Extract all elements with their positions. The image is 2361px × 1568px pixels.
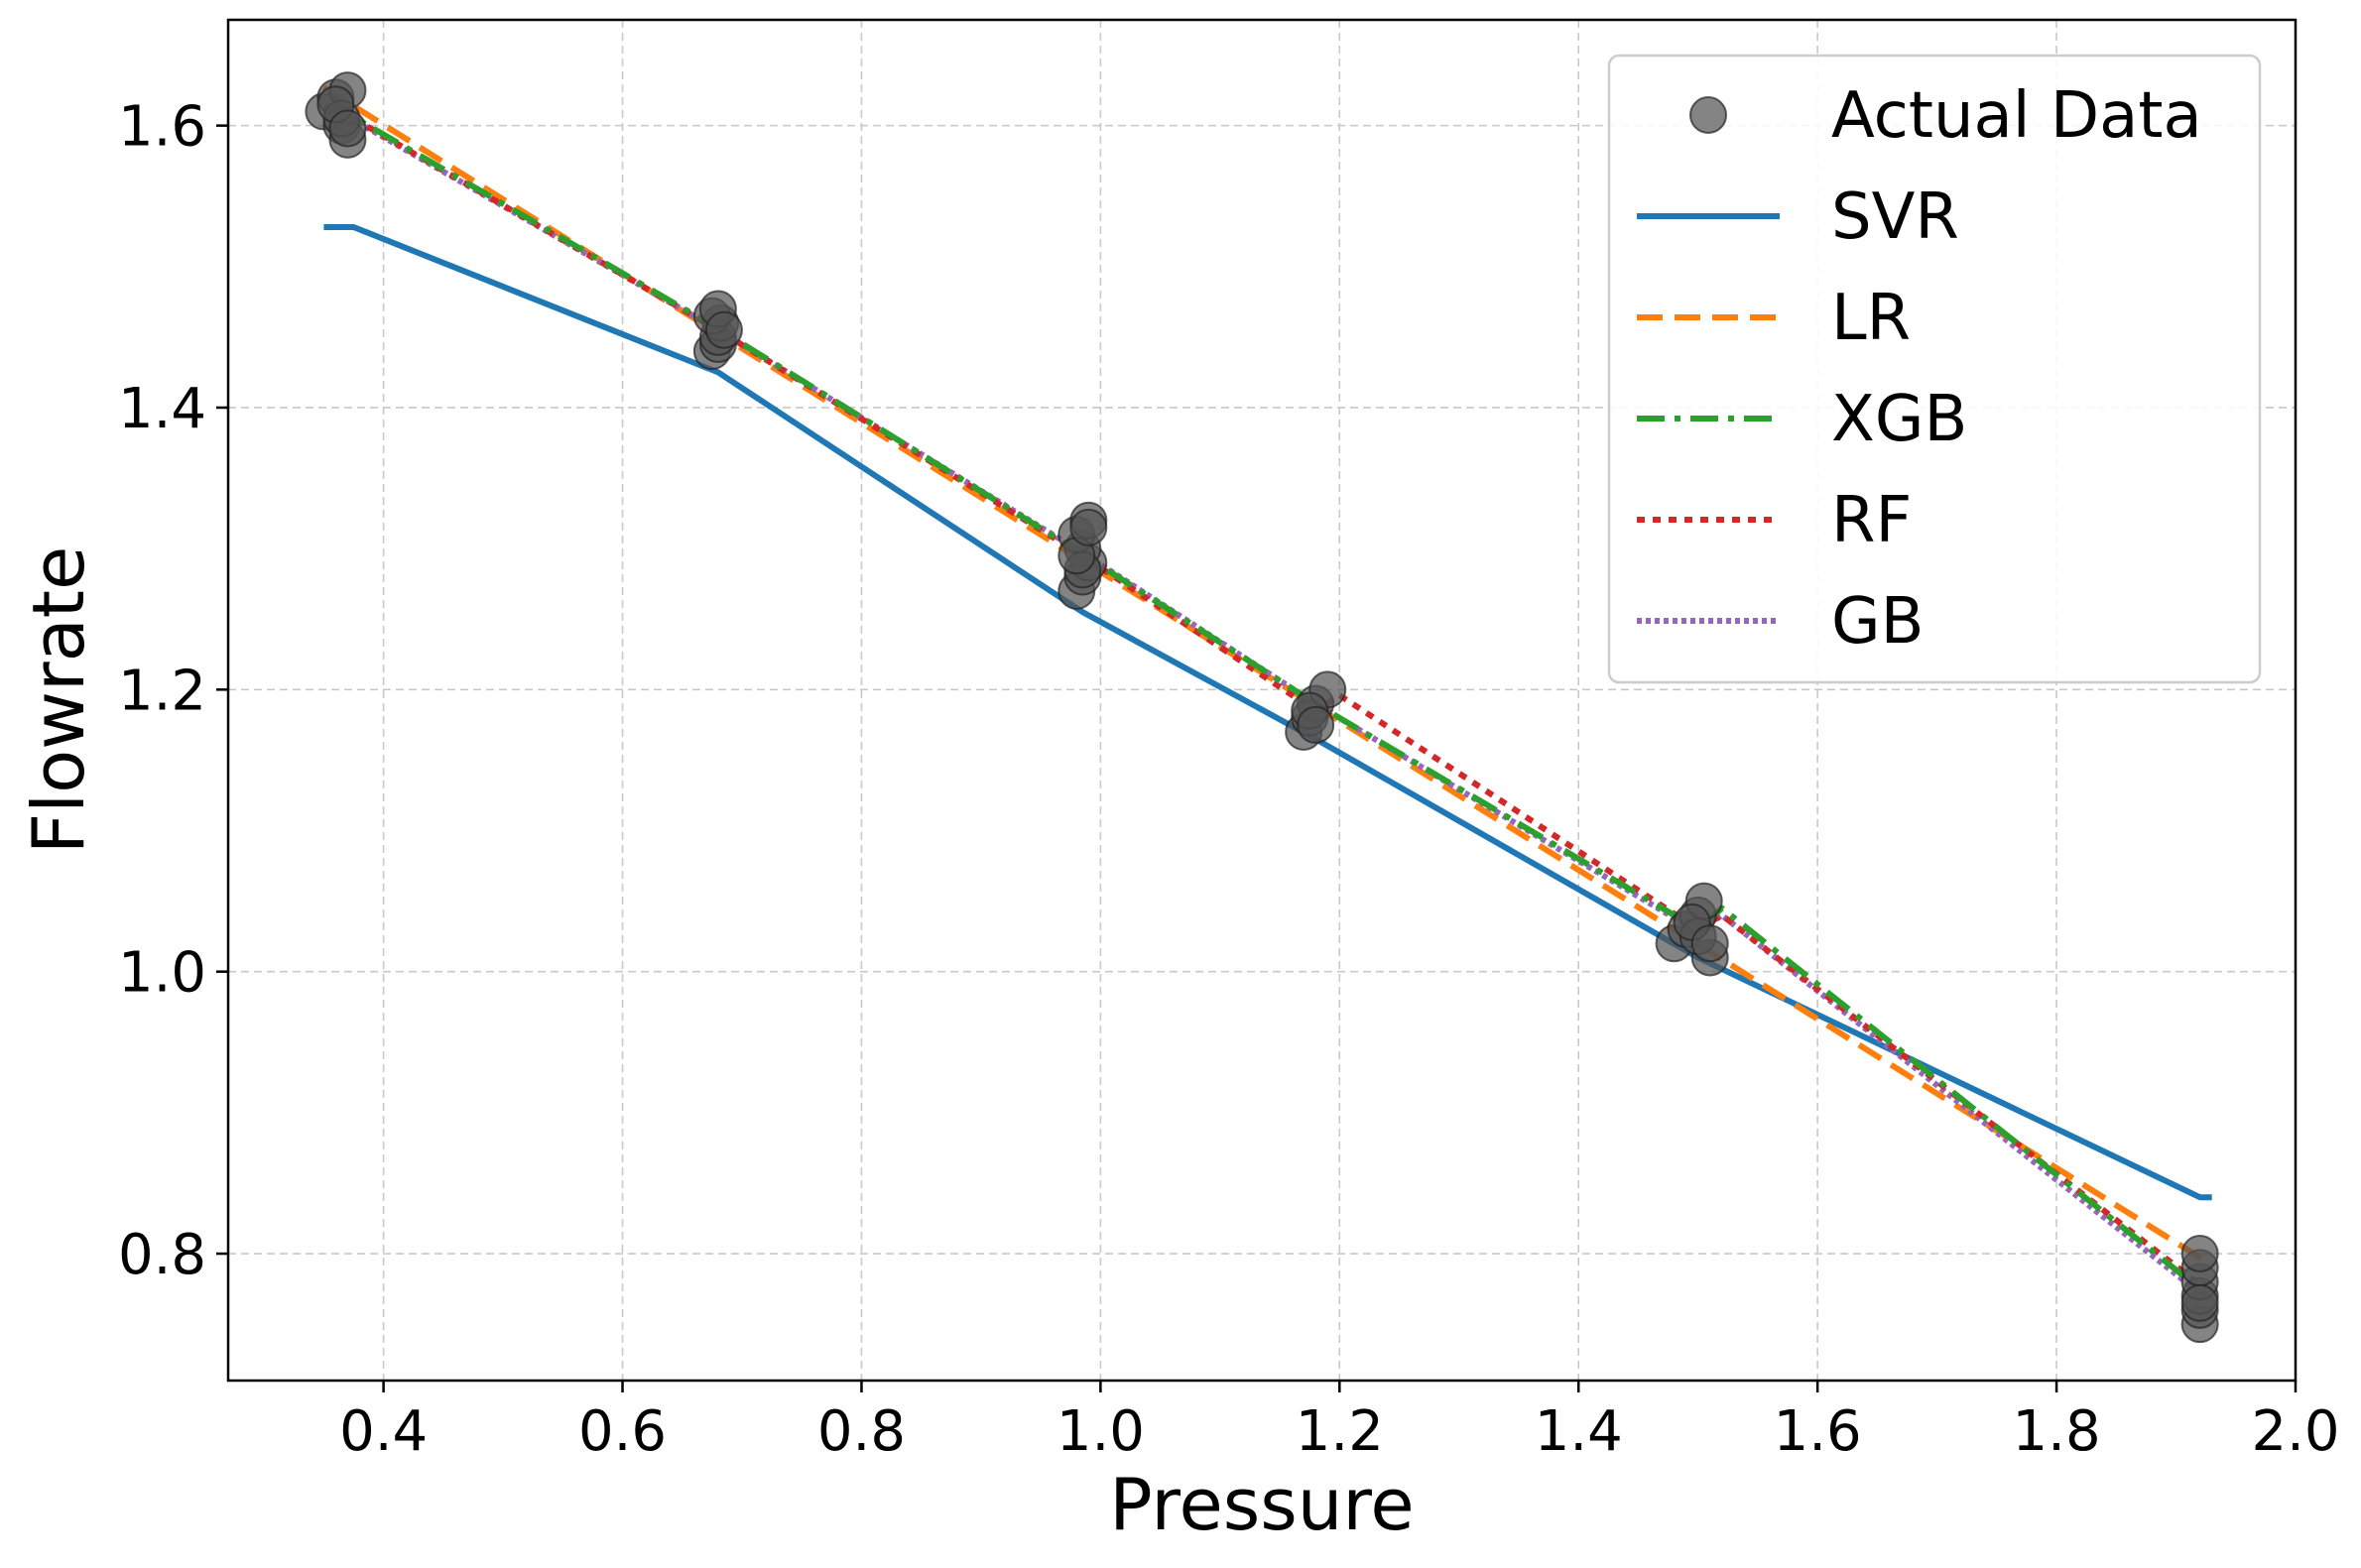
data-point [328,109,367,148]
x-axis-label: Pressure [1109,1463,1414,1546]
data-point [704,310,743,349]
data-point [1690,924,1729,963]
legend-box [1607,54,2262,684]
legend-label: RF [1831,484,1912,557]
x-tick-label: 0.4 [339,1399,428,1464]
legend-label: SVR [1831,181,1959,254]
scatter-layer [305,71,2219,1344]
series-line-xgb [322,108,2206,1292]
x-tick-label: 1.4 [1535,1399,1623,1464]
data-point [2180,1235,2219,1273]
ticks: 0.4 0.6 0.8 1.0 1.2 1.4 1.6 1.8 2.0 0.8 1.0 1.2 1.4 1… [118,95,2340,1464]
legend-label: GB [1831,585,1925,659]
series-line-svr [323,224,2212,1201]
y-axis-label: Flowrate [17,546,100,855]
y-tick-label: 1.4 [118,377,206,441]
legend-marker-actual-data [1689,96,1727,134]
y-tick-label: 1.6 [118,95,206,160]
x-tick-label: 1.2 [1296,1399,1384,1464]
legend: Actual Data SVR LR XGB RF GB [1607,54,2262,684]
x-tick-label: 0.6 [578,1399,667,1464]
x-tick-label: 0.8 [817,1399,906,1464]
x-tick-label: 1.8 [2013,1399,2101,1464]
plot-frame [226,18,2298,1383]
x-tick-label: 1.0 [1056,1399,1145,1464]
x-tick-label: 1.6 [1774,1399,1862,1464]
legend-label: XGB [1831,383,1967,456]
y-tick-label: 1.0 [118,941,206,1006]
data-point [1297,705,1335,744]
legend-label: LR [1831,282,1911,355]
y-tick-label: 1.2 [118,659,206,723]
data-point [1069,508,1108,546]
legend-label: Actual Data [1831,79,2202,153]
x-tick-label: 2.0 [2251,1399,2339,1464]
data-point [2180,1283,2219,1322]
y-tick-label: 0.8 [118,1223,206,1287]
